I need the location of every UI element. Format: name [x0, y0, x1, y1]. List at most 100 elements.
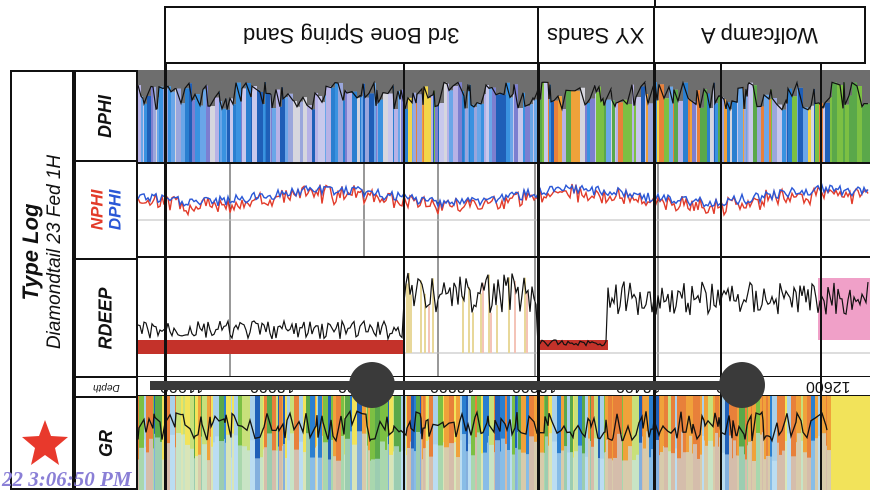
gr-fill-light [760, 434, 762, 490]
gr-band [585, 396, 588, 490]
dphi-fill-top [808, 70, 811, 110]
dphi-fill-top [714, 70, 715, 83]
gr-band [507, 396, 510, 490]
dphi-fill-top [156, 70, 157, 110]
dphi-fill-top [297, 70, 300, 107]
dphi-fill-top [393, 70, 394, 86]
dphi-band [696, 104, 697, 162]
dphi-band [632, 84, 634, 162]
dphi-fill-top [798, 70, 803, 88]
gr-band [165, 396, 170, 490]
dphi-fill-top [413, 70, 416, 93]
dphi-fill-top [271, 70, 272, 95]
gr-band [146, 396, 149, 490]
dphi-fill-top [347, 70, 352, 94]
dphi-band [398, 90, 400, 162]
gr-fill-light [285, 457, 287, 490]
dphi-fill-top [439, 70, 444, 104]
gr-fill-light [704, 440, 705, 490]
dphi-band [815, 103, 819, 162]
dphi-band [369, 93, 374, 162]
dphi-fill-top [606, 70, 611, 100]
gr-fill-light [796, 442, 797, 490]
dphi-fill-top [422, 70, 423, 89]
gr-fill-light [443, 442, 444, 490]
rdeep-fill-pink [432, 278, 434, 353]
gr-band [198, 396, 201, 490]
dphi-fill-top [730, 70, 732, 110]
gr-fill-light [303, 452, 306, 490]
gr-band [370, 396, 371, 490]
gr-band [807, 396, 811, 490]
gr-fill-light [515, 447, 517, 490]
dphi-fill-top [345, 70, 347, 91]
dphi-fill-top [747, 70, 748, 97]
depth-tick-label: 12600 [806, 378, 851, 395]
dphi-band [394, 109, 398, 162]
zone-header-label: 3rd Bone Spring Sand [243, 23, 460, 48]
dphi-band [365, 97, 369, 162]
gr-fill-light [367, 445, 368, 490]
dphi-fill-top [825, 70, 830, 103]
gr-band [515, 396, 517, 490]
circle-marker [349, 362, 395, 408]
dphi-fill-top [376, 70, 377, 106]
dphi-band [158, 97, 159, 162]
dphi-fill-top [433, 70, 434, 95]
dphi-fill-top [444, 70, 447, 83]
dphi-band [236, 82, 241, 162]
dphi-fill-top [260, 70, 263, 92]
dphi-fill-top [710, 70, 713, 109]
dphi-band [265, 82, 266, 162]
gr-fill-light [763, 440, 764, 490]
gr-fill-light [722, 452, 725, 490]
dphi-band [378, 102, 380, 162]
gr-fill-light [736, 455, 737, 490]
dphi-fill-top [465, 70, 468, 109]
dphi-fill-top [361, 70, 363, 97]
dphi-fill-top [655, 70, 657, 83]
gr-band [598, 396, 600, 490]
dphi-fill-top [769, 70, 771, 100]
gr-band [693, 396, 697, 490]
gr-band [722, 396, 725, 490]
gr-band [481, 396, 483, 490]
gr-fill-light [494, 452, 495, 490]
gr-fill-light [468, 444, 471, 490]
gr-band [764, 396, 766, 490]
gr-band [705, 396, 708, 490]
dphi-band [343, 100, 345, 162]
gr-fill-light [708, 440, 713, 490]
gr-fill-light [700, 454, 702, 490]
gr-fill-light [428, 439, 429, 490]
gr-fill-light [194, 458, 195, 490]
gr-band [578, 396, 582, 490]
gr-band [752, 396, 756, 490]
dphi-band [474, 106, 477, 162]
dphi-fill-top [462, 70, 464, 92]
gr-fill-light [529, 436, 534, 490]
gr-fill-light [219, 441, 224, 490]
gr-fill-light [211, 446, 213, 490]
dphi-fill-top [398, 70, 400, 91]
dphi-fill-top [737, 70, 738, 103]
dphi-band [272, 108, 276, 162]
dphi-band [357, 97, 360, 162]
gr-band [272, 396, 276, 490]
dphi-fill-top [814, 70, 815, 89]
gr-fill-light [505, 443, 507, 490]
gr-fill-light [617, 433, 622, 490]
dphi-fill-top [252, 70, 257, 87]
dphi-band [423, 104, 424, 162]
dphi-band [307, 105, 312, 162]
gr-band [211, 396, 213, 490]
dphi-band [575, 90, 580, 162]
gr-fill-light [460, 440, 462, 490]
dphi-band [845, 104, 849, 162]
dphi-fill-top [492, 70, 496, 88]
dphi-fill-top [477, 70, 481, 103]
dphi-band [380, 99, 383, 162]
gr-fill-light [202, 444, 207, 490]
dphi-band [641, 86, 645, 162]
gr-fill-light [426, 440, 428, 490]
